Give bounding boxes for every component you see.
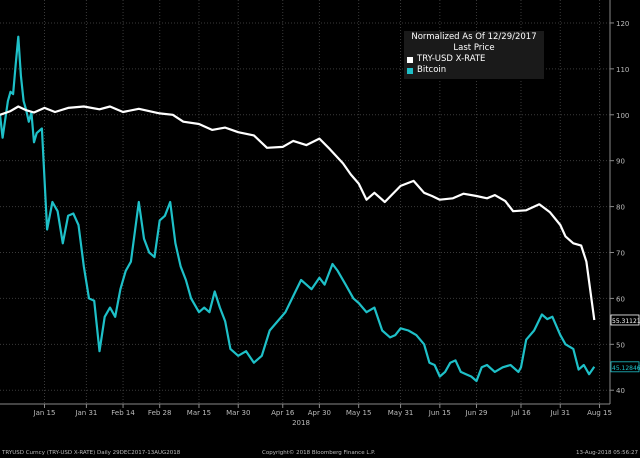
legend-item-try-usd: TRY-USD X-RATE	[404, 54, 544, 65]
y-tick-label: 90	[616, 158, 625, 166]
y-tick-label: 50	[616, 341, 625, 349]
grid	[0, 0, 610, 404]
y-tick-label: 70	[616, 250, 625, 258]
y-tick-label: 110	[616, 66, 629, 74]
y-tick-label: 60	[616, 295, 625, 303]
x-tick-label: Mar 15	[187, 409, 211, 417]
y-tick-label: 40	[616, 387, 625, 395]
legend-subtitle: Last Price	[453, 43, 495, 53]
x-tick-label: Apr 30	[308, 409, 331, 417]
x-tick-label: Mar 30	[226, 409, 250, 417]
last-value-label: 55.31121	[612, 318, 640, 325]
legend-title: Normalized As Of 12/29/2017	[411, 32, 537, 42]
x-tick-label: Jan 15	[33, 409, 56, 417]
x-tick-label: Feb 28	[148, 409, 172, 417]
y-tick-label: 120	[616, 20, 629, 28]
y-tick-label: 80	[616, 204, 625, 212]
x-tick-label: Jun 15	[428, 409, 451, 417]
x-tick-label: Jan 31	[74, 409, 97, 417]
legend-swatch-bitcoin	[407, 67, 413, 74]
footer-security: TRYUSD Curncy (TRY-USD X-RATE) Daily 29D…	[2, 450, 181, 456]
x-tick-label: Aug 15	[587, 409, 612, 417]
last-value-label: 45.12846	[612, 365, 640, 372]
footer-copyright: Copyright© 2018 Bloomberg Finance L.P.	[262, 450, 376, 456]
series-line-bitcoin	[0, 35, 596, 383]
x-tick-label: May 31	[388, 409, 414, 417]
legend-swatch-try-usd	[407, 56, 413, 63]
axes	[0, 0, 614, 408]
x-axis-title: 2018	[292, 419, 310, 427]
legend-label-try-usd: TRY-USD X-RATE	[417, 54, 486, 64]
y-tick-label: 100	[616, 112, 629, 120]
x-tick-label: Feb 14	[111, 409, 135, 417]
last-value-tag	[610, 361, 640, 373]
chart-footer: TRYUSD Curncy (TRY-USD X-RATE) Daily 29D…	[0, 450, 640, 458]
legend-item-bitcoin: Bitcoin	[404, 65, 544, 76]
footer-timestamp: 13-Aug-2018 05:56:27	[575, 450, 638, 456]
series-layer	[0, 35, 596, 383]
last-value-tag	[610, 314, 640, 326]
series-line-try-usd	[0, 105, 596, 321]
x-tick-label: May 15	[346, 409, 372, 417]
x-tick-label: Jun 29	[464, 409, 487, 417]
x-tick-label: Jul 31	[549, 409, 570, 417]
legend-label-bitcoin: Bitcoin	[417, 65, 447, 75]
chart-legend: Normalized As Of 12/29/2017 Last Price T…	[404, 31, 544, 79]
x-tick-label: Jul 16	[510, 409, 531, 417]
labels-layer: 40 50 60 70 80 90 100 110 120 Jan 15 Jan 31 Feb 14 F…	[33, 20, 640, 427]
x-tick-label: Apr 16	[271, 409, 295, 417]
